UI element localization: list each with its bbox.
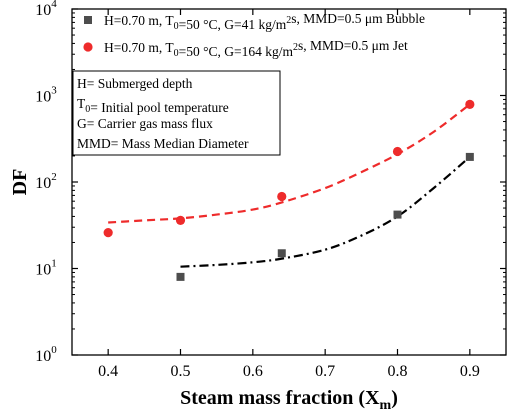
data-points xyxy=(103,99,475,281)
legend-label-script: 2 xyxy=(293,42,298,53)
annotation-line-part: G= Carrier gas mass flux xyxy=(77,116,213,131)
legend-label-part: s, MMD=0.5 μm Jet xyxy=(298,38,408,53)
bubble-data-point xyxy=(277,249,286,258)
annotation-line: T0= Initial pool temperature xyxy=(77,96,229,115)
annotation-line: MMD= Mass Median Diameter xyxy=(77,136,249,151)
legend-label-part: =50 °C, G=164 kg/m xyxy=(179,44,294,59)
jet-data-point xyxy=(103,228,113,238)
x-tick-label: 0.8 xyxy=(388,363,408,380)
x-tick-label: 0.9 xyxy=(460,363,480,380)
bubble-data-point xyxy=(465,152,474,161)
plot-frame xyxy=(71,8,507,356)
annotation-line: H= Submerged depth xyxy=(77,76,193,91)
annotation-frame xyxy=(72,70,281,156)
annotation-line-part: H= Submerged depth xyxy=(77,76,193,91)
jet-data-point xyxy=(175,215,186,225)
y-tick-label: 103 xyxy=(35,85,57,106)
legend-label-part: H=0.70 m, T xyxy=(104,40,174,55)
y-tick-base: 10 xyxy=(35,262,51,279)
y-axis-title: DF xyxy=(9,169,31,196)
y-tick-exponent: 2 xyxy=(51,171,57,183)
bubble-fit-line xyxy=(180,156,471,268)
x-tick-label: 0.4 xyxy=(98,363,118,380)
x-tick-label: 0.6 xyxy=(243,363,263,380)
fit-curves xyxy=(108,103,471,268)
x-axis-title-main: Steam mass fraction (X xyxy=(180,387,380,409)
x-axis-title: Steam mass fraction (Xm) xyxy=(180,387,398,413)
jet-data-point xyxy=(392,146,403,157)
bubble-data-point xyxy=(393,210,402,219)
annotation-line-script: 0 xyxy=(85,104,90,115)
y-tick-exponent: 4 xyxy=(51,0,57,10)
y-tick-base: 10 xyxy=(35,348,51,365)
legend: H=0.70 m, T0=50 °C, G=41 kg/m2s, MMD=0.5… xyxy=(83,11,425,59)
annotation-line-part: T xyxy=(77,96,86,111)
y-tick-base: 10 xyxy=(35,2,51,19)
annotation-line-part: = Initial pool temperature xyxy=(90,100,228,115)
x-axis-title-end: ) xyxy=(391,387,398,409)
y-tick-label: 102 xyxy=(35,171,57,192)
y-tick-exponent: 1 xyxy=(51,258,57,270)
legend-circle-marker xyxy=(83,42,93,52)
legend-label-part: =50 °C, G=41 kg/m xyxy=(179,17,287,32)
legend-label-part: s, MMD=0.5 μm Bubble xyxy=(291,11,425,26)
y-tick-base: 10 xyxy=(35,89,51,106)
legend-label-part: H=0.70 m, T xyxy=(104,13,174,28)
legend-square-marker xyxy=(84,16,92,24)
x-tick-label: 0.7 xyxy=(315,363,335,380)
y-tick-label: 100 xyxy=(35,344,57,365)
annotation-line: G= Carrier gas mass flux xyxy=(77,116,213,131)
x-tick-label: 0.5 xyxy=(171,363,191,380)
jet-data-point xyxy=(277,191,287,202)
legend-label-script: 0 xyxy=(174,21,179,32)
y-tick-exponent: 3 xyxy=(51,85,57,97)
annotation-line-part: MMD= Mass Median Diameter xyxy=(77,136,249,151)
x-axis-title-subscript: m xyxy=(380,398,392,413)
bubble-data-point xyxy=(176,272,185,281)
y-tick-exponent: 0 xyxy=(51,344,57,356)
annotation-box: H= Submerged depth T0= Initial pool tempe… xyxy=(72,70,281,156)
y-tick-label: 104 xyxy=(35,0,57,19)
y-tick-base: 10 xyxy=(35,175,51,192)
legend-label: H=0.70 m, T0=50 °C, G=41 kg/m2s, MMD=0.5… xyxy=(104,11,425,32)
y-tick-label: 101 xyxy=(35,258,57,279)
legend-label-script: 2 xyxy=(286,15,291,26)
jet-data-point xyxy=(465,99,475,109)
legend-label-script: 0 xyxy=(174,48,179,59)
jet-fit-line xyxy=(108,103,471,224)
legend-label: H=0.70 m, T0=50 °C, G=164 kg/m2s, MMD=0.… xyxy=(104,38,408,59)
